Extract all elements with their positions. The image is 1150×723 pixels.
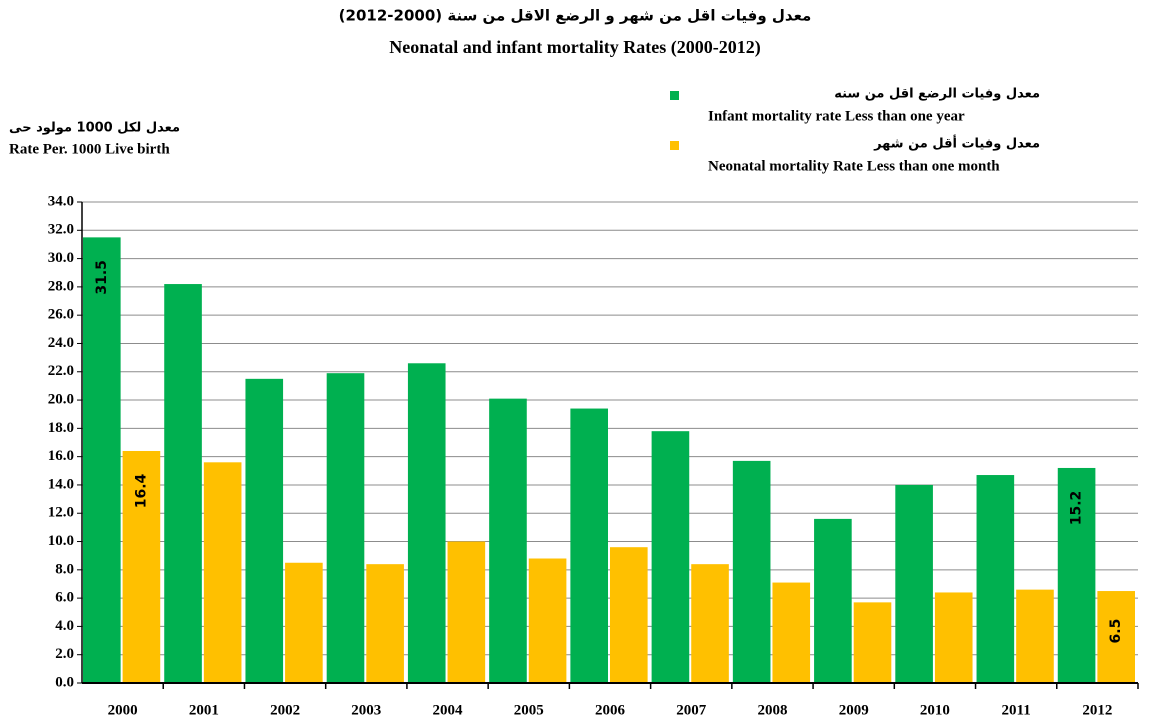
bar [447, 541, 486, 683]
bar [976, 475, 1015, 683]
x-tick-label: 2006 [595, 702, 626, 718]
y-tick-label: 4.0 [55, 618, 74, 634]
bar [122, 450, 161, 683]
data-label: 31.5 [94, 260, 110, 295]
legend-swatch [670, 141, 679, 150]
y-tick-label: 12.0 [48, 505, 74, 521]
y-tick-label: 10.0 [48, 533, 74, 549]
y-tick-label: 22.0 [48, 363, 74, 379]
bar [83, 237, 121, 683]
bar [1097, 591, 1135, 683]
chart-subtitle: Neonatal and infant mortality Rates (200… [389, 37, 760, 58]
legend-label-ar: معدل وفيات أقل من شهر [873, 135, 1040, 152]
x-tick-label: 2003 [351, 702, 381, 718]
x-tick-label: 2004 [433, 702, 464, 718]
bar [732, 460, 771, 683]
x-tick-label: 2008 [757, 702, 787, 718]
y-tick-label: 0.0 [55, 674, 74, 690]
chart-title: معدل وفيات اقل من شهر و الرضع الاقل من س… [339, 7, 812, 25]
x-tick-label: 2012 [1082, 702, 1112, 718]
y-tick-label: 18.0 [48, 420, 74, 436]
bar [203, 462, 242, 683]
y-tick-label: 8.0 [55, 561, 74, 577]
y-tick-label: 6.0 [55, 590, 74, 606]
data-label: 16.4 [133, 473, 149, 508]
y-tick-label: 34.0 [48, 193, 74, 209]
x-tick-label: 2000 [108, 702, 138, 718]
data-label: 6.5 [1108, 619, 1124, 644]
y-tick-label: 26.0 [48, 307, 74, 323]
bar [245, 378, 284, 683]
legend-label-ar: معدل وفيات الرضع اقل من سنه [834, 87, 1040, 102]
bar [895, 484, 933, 683]
bar [366, 564, 404, 683]
bar [772, 582, 811, 683]
x-tick-label: 2010 [920, 702, 950, 718]
bar [1016, 589, 1054, 683]
y-tick-label: 20.0 [48, 391, 74, 407]
legend-label: Neonatal mortality Rate Less than one mo… [708, 158, 1000, 174]
y-axis-label-ar: معدل لكل 1000 مولود حى [9, 121, 180, 136]
x-tick-label: 2002 [270, 702, 300, 718]
data-label: 15.2 [1069, 491, 1085, 526]
y-tick-label: 24.0 [48, 335, 74, 351]
x-tick-label: 2001 [189, 702, 219, 718]
bar [1057, 467, 1096, 683]
x-tick-label: 2009 [839, 702, 869, 718]
bar [853, 602, 892, 683]
legend-label: Infant mortality rate Less than one year [708, 108, 965, 124]
bar [164, 284, 202, 683]
bar [934, 592, 973, 683]
y-tick-label: 16.0 [48, 448, 74, 464]
bar [610, 547, 648, 683]
y-tick-label: 14.0 [48, 476, 74, 492]
bar [528, 558, 567, 683]
y-tick-label: 2.0 [55, 646, 74, 662]
bar [814, 518, 852, 683]
y-tick-label: 32.0 [48, 222, 74, 238]
bar [691, 564, 729, 683]
legend-swatch [670, 91, 679, 100]
bar [285, 562, 323, 683]
x-tick-label: 2011 [1002, 702, 1031, 718]
bar [651, 431, 690, 683]
bar [489, 398, 527, 683]
x-tick-label: 2007 [676, 702, 707, 718]
bar [326, 373, 365, 683]
bar [407, 363, 446, 683]
y-tick-label: 30.0 [48, 250, 74, 266]
y-tick-label: 28.0 [48, 278, 74, 294]
y-axis-label: Rate Per. 1000 Live birth [9, 141, 170, 157]
x-tick-label: 2005 [514, 702, 544, 718]
bar [570, 408, 608, 683]
